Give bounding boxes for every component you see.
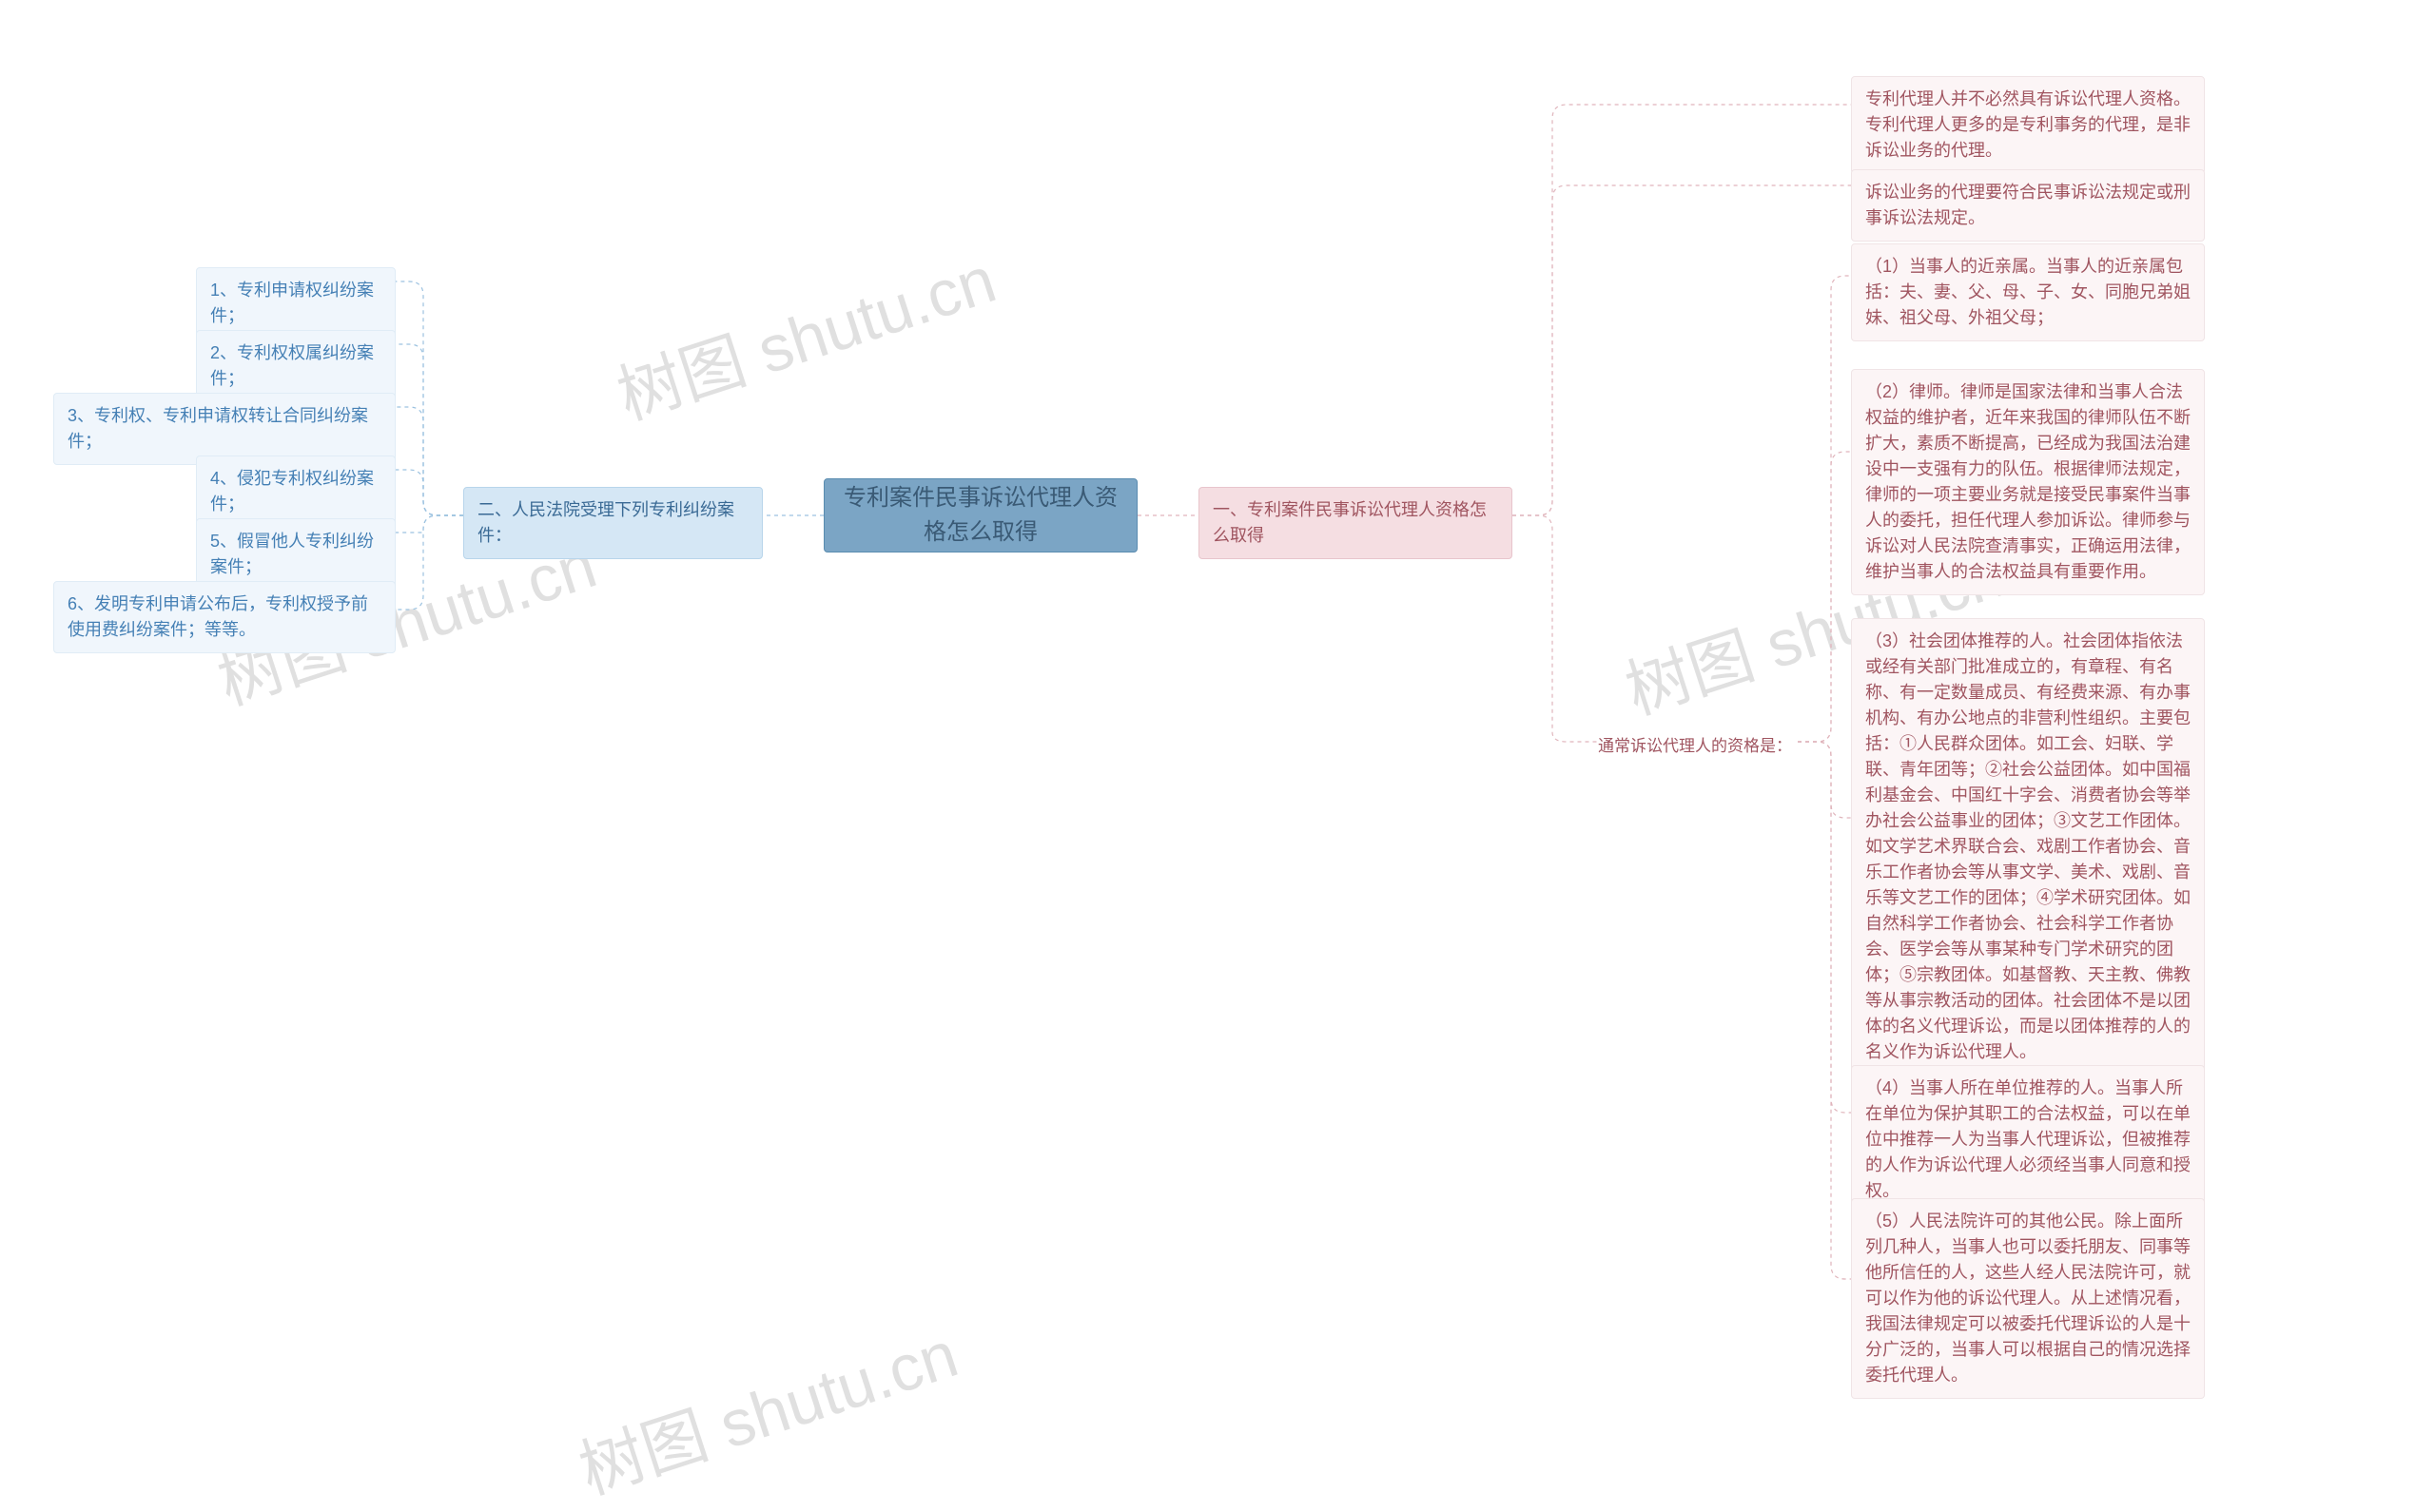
left-item-6: 6、发明专利申请公布后，专利权授予前使用费纠纷案件；等等。 bbox=[53, 581, 396, 653]
left-item-2-text: 2、专利权权属纠纷案件； bbox=[210, 343, 374, 388]
left-item-4: 4、侵犯专利权纠纷案件； bbox=[196, 456, 396, 528]
right-leaf-2-text: 诉讼业务的代理要符合民事诉讼法规定或刑事诉讼法规定。 bbox=[1865, 183, 2191, 227]
watermark: 树图 shutu.cn bbox=[604, 227, 1005, 437]
left-item-3: 3、专利权、专利申请权转让合同纠纷案件； bbox=[53, 393, 396, 465]
right-q5-text: （5）人民法院许可的其他公民。除上面所列几种人，当事人也可以委托朋友、同事等他所… bbox=[1865, 1212, 2191, 1385]
left-item-5: 5、假冒他人专利纠纷案件； bbox=[196, 518, 396, 591]
left-item-1-text: 1、专利申请权纠纷案件； bbox=[210, 281, 374, 325]
right-q2-text: （2）律师。律师是国家法律和当事人合法权益的维护者，近年来我国的律师队伍不断扩大… bbox=[1865, 382, 2191, 581]
left-item-6-text: 6、发明专利申请公布后，专利权授予前使用费纠纷案件；等等。 bbox=[68, 594, 368, 639]
left-item-2: 2、专利权权属纠纷案件； bbox=[196, 330, 396, 402]
center-node: 专利案件民事诉讼代理人资格怎么取得 bbox=[824, 478, 1138, 552]
right-q3-text: （3）社会团体推荐的人。社会团体指依法或经有关部门批准成立的，有章程、有名称、有… bbox=[1865, 631, 2191, 1061]
right-q4-text: （4）当事人所在单位推荐的人。当事人所在单位为保护其职工的合法权益，可以在单位中… bbox=[1865, 1078, 2191, 1200]
right-leaf-1-text: 专利代理人并不必然具有诉讼代理人资格。专利代理人更多的是专利事务的代理，是非诉讼… bbox=[1865, 89, 2191, 160]
right-q2: （2）律师。律师是国家法律和当事人合法权益的维护者，近年来我国的律师队伍不断扩大… bbox=[1851, 369, 2205, 595]
right-section-title: 一、专利案件民事诉讼代理人资格怎么取得 bbox=[1198, 487, 1512, 559]
center-title: 专利案件民事诉讼代理人资格怎么取得 bbox=[838, 481, 1123, 550]
left-item-1: 1、专利申请权纠纷案件； bbox=[196, 267, 396, 339]
left-section-text: 二、人民法院受理下列专利纠纷案件： bbox=[477, 500, 734, 545]
left-item-4-text: 4、侵犯专利权纠纷案件； bbox=[210, 469, 374, 514]
right-q1-text: （1）当事人的近亲属。当事人的近亲属包括：夫、妻、父、母、子、女、同胞兄弟姐妹、… bbox=[1865, 257, 2191, 327]
left-section-title: 二、人民法院受理下列专利纠纷案件： bbox=[463, 487, 763, 559]
left-item-3-text: 3、专利权、专利申请权转让合同纠纷案件； bbox=[68, 406, 368, 451]
right-q5: （5）人民法院许可的其他公民。除上面所列几种人，当事人也可以委托朋友、同事等他所… bbox=[1851, 1198, 2205, 1399]
right-q4: （4）当事人所在单位推荐的人。当事人所在单位为保护其职工的合法权益，可以在单位中… bbox=[1851, 1065, 2205, 1214]
right-section-text: 一、专利案件民事诉讼代理人资格怎么取得 bbox=[1213, 500, 1487, 545]
right-sub-label-text: 通常诉讼代理人的资格是： bbox=[1598, 737, 1792, 755]
right-sub-label: 通常诉讼代理人的资格是： bbox=[1598, 732, 1798, 756]
right-q3: （3）社会团体推荐的人。社会团体指依法或经有关部门批准成立的，有章程、有名称、有… bbox=[1851, 618, 2205, 1076]
watermark: 树图 shutu.cn bbox=[566, 1302, 967, 1512]
right-leaf-1: 专利代理人并不必然具有诉讼代理人资格。专利代理人更多的是专利事务的代理，是非诉讼… bbox=[1851, 76, 2205, 174]
right-leaf-2: 诉讼业务的代理要符合民事诉讼法规定或刑事诉讼法规定。 bbox=[1851, 169, 2205, 242]
left-item-5-text: 5、假冒他人专利纠纷案件； bbox=[210, 532, 374, 576]
right-q1: （1）当事人的近亲属。当事人的近亲属包括：夫、妻、父、母、子、女、同胞兄弟姐妹、… bbox=[1851, 243, 2205, 341]
